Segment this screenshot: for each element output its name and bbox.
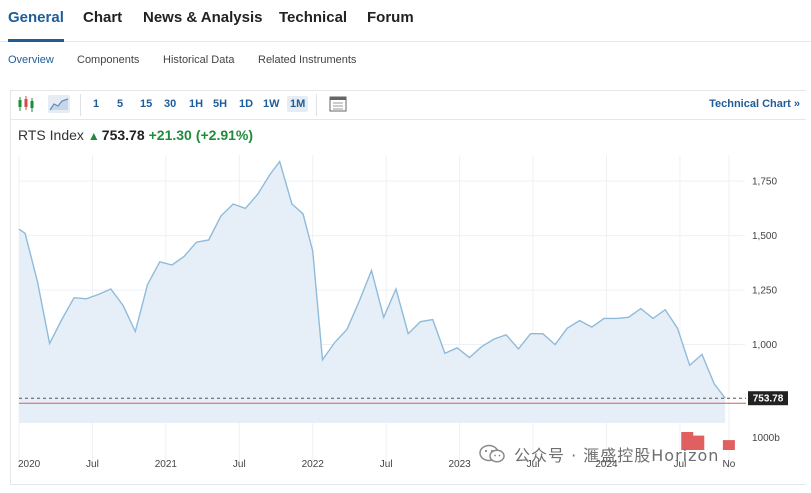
price-change: +21.30 (148, 127, 192, 143)
interval-5h[interactable]: 5H (213, 98, 228, 110)
interval-15[interactable]: 15 (140, 98, 153, 110)
interval-30[interactable]: 30 (164, 98, 177, 110)
wechat-icon (479, 444, 505, 463)
interval-1m[interactable]: 1M (287, 96, 309, 112)
sub-tabs: Overview Components Historical Data Rela… (0, 48, 811, 74)
interval-1[interactable]: 1 (93, 98, 100, 110)
tab-forum[interactable]: Forum (367, 9, 414, 26)
interval-1d[interactable]: 1D (239, 98, 254, 110)
technical-chart-link[interactable]: Technical Chart » (709, 98, 800, 110)
toolbar-separator (316, 94, 317, 116)
candlestick-icon[interactable] (16, 95, 36, 113)
overlay-watermark: 公众号 · 滙盛控股Horizon (478, 443, 719, 465)
up-arrow-icon: ▲ (87, 129, 100, 143)
tab-technical[interactable]: Technical (279, 9, 348, 26)
subtab-related-instruments[interactable]: Related Instruments (258, 54, 357, 66)
chart-frame (10, 90, 806, 485)
overlay-text: 公众号 · 滙盛控股Horizon (514, 446, 720, 465)
active-tab-indicator (8, 39, 64, 42)
main-tabs: General Chart News & Analysis Technical … (0, 0, 811, 42)
interval-1h[interactable]: 1H (189, 98, 204, 110)
price-change-percent: (+2.91%) (195, 127, 254, 143)
tab-news-analysis[interactable]: News & Analysis (143, 9, 263, 26)
instrument-name: RTS Index (18, 127, 84, 143)
interval-5[interactable]: 5 (117, 98, 124, 110)
tab-general[interactable]: General (8, 9, 64, 26)
toolbar-separator (80, 94, 81, 116)
area-chart-icon[interactable] (48, 95, 70, 113)
calendar-icon[interactable] (328, 95, 348, 113)
interval-1w[interactable]: 1W (263, 98, 280, 110)
last-price: 753.78 (101, 127, 145, 143)
subtab-historical-data[interactable]: Historical Data (163, 54, 235, 66)
quote-header: RTS Index ▲ 753.78 +21.30 (+2.91%) (18, 127, 253, 143)
subtab-overview[interactable]: Overview (8, 54, 54, 66)
subtab-components[interactable]: Components (77, 54, 140, 66)
tab-chart[interactable]: Chart (83, 9, 123, 26)
chart-toolbar: 1 5 15 30 1H 5H 1D 1W 1M Technical Chart… (10, 90, 806, 120)
